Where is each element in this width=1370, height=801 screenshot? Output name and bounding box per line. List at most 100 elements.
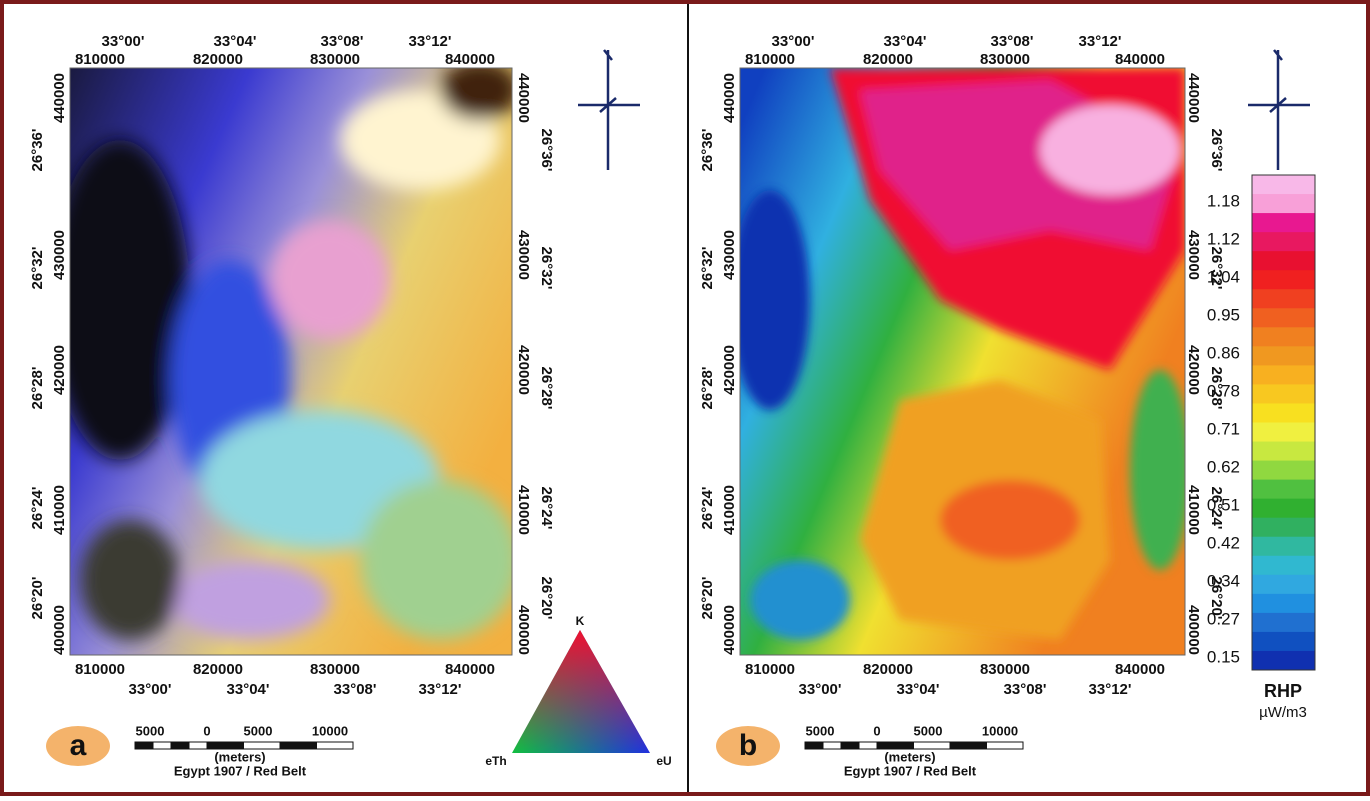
easting-label: 820000 <box>863 661 913 678</box>
scale-segment <box>914 742 951 749</box>
scale-tick-label: 5000 <box>136 723 165 738</box>
legend-swatch <box>1252 403 1315 423</box>
northing-label: 410000 <box>721 485 738 535</box>
lat-label: 26°36' <box>29 129 46 172</box>
lat-label: 26°20' <box>29 577 46 620</box>
map-a <box>50 60 520 655</box>
easting-label: 830000 <box>980 661 1030 678</box>
lat-label: 26°32' <box>29 247 46 290</box>
scale-segment <box>189 742 207 749</box>
scale-datum: Egypt 1907 / Red Belt <box>174 763 307 778</box>
lat-label: 26°24' <box>29 487 46 530</box>
legend-swatch <box>1252 499 1315 519</box>
scale-segment <box>153 742 171 749</box>
northing-label: 400000 <box>51 605 68 655</box>
lon-label: 33°08' <box>321 33 364 50</box>
scale-segment <box>280 742 317 749</box>
lat-label: 26°28' <box>538 367 555 410</box>
lon-label: 33°12' <box>1079 33 1122 50</box>
legend-swatch <box>1252 537 1315 557</box>
scale-tick-label: 5000 <box>244 723 273 738</box>
easting-label: 840000 <box>1115 51 1165 68</box>
legend-swatch <box>1252 651 1315 671</box>
legend-swatch <box>1252 346 1315 366</box>
legend-tick-label: 1.04 <box>1207 267 1240 286</box>
northing-label: 400000 <box>1185 605 1202 655</box>
lat-label: 26°32' <box>699 247 716 290</box>
easting-label: 840000 <box>1115 661 1165 678</box>
northing-label: 440000 <box>1185 73 1202 123</box>
figure: 33°00' 33°04' 33°08' 33°12' 810000 820000 8300… <box>0 0 1370 796</box>
scale-unit: (meters) <box>214 749 265 764</box>
scale-tick-label: 0 <box>873 723 880 738</box>
legend-swatch <box>1252 232 1315 252</box>
northing-label: 440000 <box>515 73 532 123</box>
lat-label: 26°28' <box>699 367 716 410</box>
scale-segment <box>859 742 877 749</box>
lat-label: 26°28' <box>29 367 46 410</box>
scale-segment <box>317 742 354 749</box>
map-b <box>730 68 1190 655</box>
northing-label: 440000 <box>721 73 738 123</box>
ternary-label: eTh <box>485 754 506 768</box>
scale-segment <box>841 742 859 749</box>
legend-swatch <box>1252 365 1315 385</box>
legend-tick-label: 0.71 <box>1207 419 1240 438</box>
lon-label: 33°04' <box>897 681 940 698</box>
lat-label: 26°20' <box>538 577 555 620</box>
lat-label: 26°36' <box>538 129 555 172</box>
legend-tick-label: 0.95 <box>1207 305 1240 324</box>
northing-label: 420000 <box>1185 345 1202 395</box>
legend-tick-label: 0.34 <box>1207 571 1240 590</box>
scale-segment <box>823 742 841 749</box>
northing-label: 420000 <box>51 345 68 395</box>
legend-swatch <box>1252 327 1315 347</box>
legend-swatch <box>1252 213 1315 233</box>
legend-swatch <box>1252 632 1315 652</box>
legend-swatch <box>1252 613 1315 633</box>
legend-swatch <box>1252 442 1315 462</box>
legend-swatch <box>1252 556 1315 576</box>
lon-label: 33°04' <box>884 33 927 50</box>
scale-tick-label: 10000 <box>982 723 1018 738</box>
lon-label: 33°08' <box>1004 681 1047 698</box>
easting-label: 810000 <box>745 661 795 678</box>
legend-tick-label: 0.42 <box>1207 533 1240 552</box>
legend-swatch <box>1252 480 1315 500</box>
legend-swatch <box>1252 175 1315 195</box>
easting-label: 840000 <box>445 661 495 678</box>
scale-segment <box>950 742 987 749</box>
north-arrow <box>578 50 640 170</box>
legend-swatch <box>1252 423 1315 443</box>
easting-label: 810000 <box>745 51 795 68</box>
northing-label: 440000 <box>51 73 68 123</box>
lat-label: 26°20' <box>699 577 716 620</box>
lon-label: 33°12' <box>409 33 452 50</box>
northing-label: 430000 <box>1185 230 1202 280</box>
easting-label: 830000 <box>310 661 360 678</box>
panel-label: a <box>70 729 87 762</box>
legend-tick-label: 0.78 <box>1207 381 1240 400</box>
northing-label: 430000 <box>515 230 532 280</box>
northing-label: 400000 <box>515 605 532 655</box>
scale-datum: Egypt 1907 / Red Belt <box>844 763 977 778</box>
northing-label: 430000 <box>51 230 68 280</box>
northing-label: 400000 <box>721 605 738 655</box>
legend-tick-label: 0.27 <box>1207 609 1240 628</box>
easting-label: 820000 <box>863 51 913 68</box>
legend-title: RHP <box>1264 681 1302 701</box>
northing-label: 410000 <box>1185 485 1202 535</box>
legend-swatch <box>1252 575 1315 595</box>
scale-tick-label: 5000 <box>806 723 835 738</box>
scale-segment <box>207 742 244 749</box>
lon-label: 33°00' <box>799 681 842 698</box>
legend-tick-label: 1.18 <box>1207 191 1240 210</box>
easting-label: 840000 <box>445 51 495 68</box>
legend-swatch <box>1252 194 1315 214</box>
northing-label: 410000 <box>51 485 68 535</box>
legend-swatch <box>1252 308 1315 328</box>
legend-tick-label: 0.86 <box>1207 343 1240 362</box>
lat-label: 26°36' <box>1208 129 1225 172</box>
panel-label: b <box>739 729 757 762</box>
easting-label: 810000 <box>75 51 125 68</box>
